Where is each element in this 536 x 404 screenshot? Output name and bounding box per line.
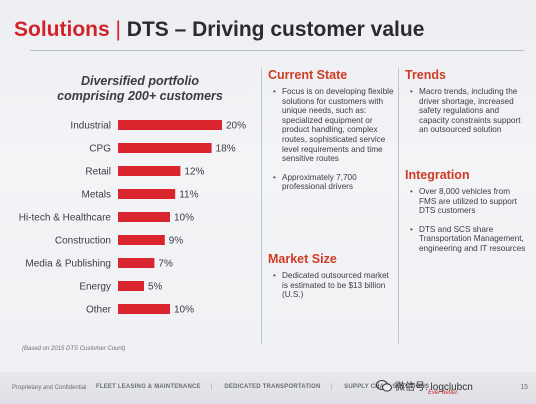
value-label: 20% (226, 121, 246, 132)
footer-nav-divider: | (210, 384, 213, 390)
title-separator: | (109, 18, 127, 41)
page-number: 15 (520, 384, 528, 391)
title-text: DTS – Driving customer value (126, 18, 425, 41)
chart-title: Diversified portfolio comprising 200+ cu… (40, 74, 240, 104)
category-label: Other (86, 305, 112, 316)
integration-bullet: DTS and SCS share Transportation Managem… (410, 225, 529, 254)
wechat-watermark: 微信号: logclubcn (376, 378, 473, 393)
market-size-section: Market Size Dedicated outsourced market … (268, 252, 394, 309)
footer-nav-divider: | (330, 384, 333, 390)
value-label: 9% (169, 236, 184, 247)
category-label: Industrial (70, 121, 111, 132)
value-label: 18% (216, 144, 236, 155)
value-label: 12% (184, 167, 204, 178)
footer-nav-fleet: FLEET LEASING & MAINTENANCE (96, 384, 201, 390)
chart-title-line-2: comprising 200+ customers (57, 89, 223, 103)
integration-heading: Integration (405, 168, 470, 182)
title-rule (30, 50, 524, 51)
value-label: 10% (174, 213, 194, 224)
title-brand: Solutions (14, 18, 110, 41)
trends-heading: Trends (405, 68, 446, 82)
trends-bullet: Macro trends, including the driver short… (410, 87, 529, 135)
value-label: 11% (179, 190, 198, 201)
integration-section: Integration Over 8,000 vehicles from FMS… (405, 168, 529, 263)
chart-footnote: (Based on 2015 DTS Customer Count) (22, 346, 126, 352)
current-state-section: Current State Focus is on developing fle… (268, 68, 394, 201)
current-state-bullet: Approximately 7,700 professional drivers (273, 173, 394, 192)
chart-title-line-1: Diversified portfolio (80, 74, 200, 88)
trends-section: Trends Macro trends, including the drive… (405, 68, 529, 144)
slide-footer: Proprietary and Confidential FLEET LEASI… (0, 372, 536, 404)
current-state-list: Focus is on developing flexible solution… (268, 87, 394, 192)
confidential-notice: Proprietary and Confidential (12, 385, 87, 391)
wechat-icon (376, 380, 392, 392)
bar (118, 304, 170, 314)
category-label: Construction (55, 236, 111, 247)
bar (118, 212, 170, 222)
slide-title: Solutions | DTS – Driving customer value (14, 18, 522, 42)
bar (118, 143, 212, 153)
category-label: Metals (82, 190, 111, 201)
bar (118, 166, 181, 176)
bar (118, 120, 222, 130)
integration-bullet: Over 8,000 vehicles from FMS are utilize… (410, 187, 529, 216)
bar (118, 235, 165, 245)
bar (118, 189, 176, 199)
current-state-heading: Current State (268, 68, 348, 82)
category-label: Energy (79, 282, 111, 293)
category-label: Retail (85, 167, 111, 178)
bar (118, 281, 144, 291)
category-label: Media & Publishing (25, 259, 111, 270)
market-size-bullet: Dedicated outsourced market is estimated… (273, 271, 394, 300)
bar (118, 258, 155, 268)
integration-list: Over 8,000 vehicles from FMS are utilize… (405, 187, 529, 254)
logo-tagline: Ever better. (428, 390, 459, 396)
category-label: Hi-tech & Healthcare (19, 213, 112, 224)
market-size-list: Dedicated outsourced market is estimated… (268, 271, 394, 300)
value-label: 10% (174, 305, 194, 316)
customer-portfolio-bar-chart: Industrial 20% CPG 18% Retail 12% Metals 11% Hi-… (19, 120, 246, 316)
value-label: 5% (148, 282, 163, 293)
watermark-text: 微信号: logclubcn (395, 382, 473, 393)
column-divider-1 (261, 68, 262, 344)
column-divider-2 (398, 68, 399, 344)
category-label: CPG (89, 144, 111, 155)
value-label: 7% (158, 259, 173, 270)
current-state-bullet: Focus is on developing flexible solution… (273, 87, 394, 164)
market-size-heading: Market Size (268, 252, 337, 266)
footer-nav-dedicated: DEDICATED TRANSPORTATION (224, 384, 321, 390)
trends-list: Macro trends, including the driver short… (405, 87, 529, 135)
